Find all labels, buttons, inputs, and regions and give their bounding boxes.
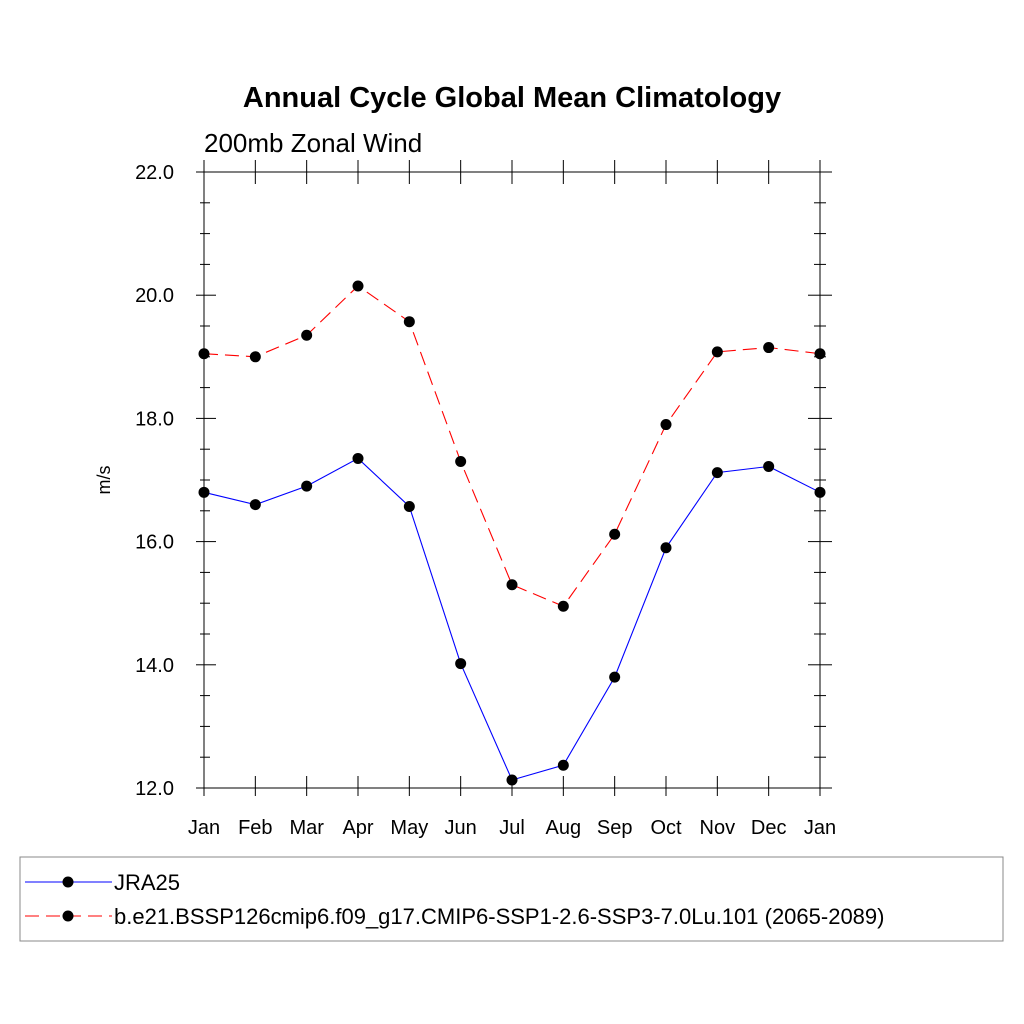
x-tick-label: May bbox=[390, 817, 428, 839]
x-tick-label: Oct bbox=[650, 817, 682, 839]
series-layer bbox=[198, 280, 826, 786]
x-tick-label: Dec bbox=[751, 817, 787, 839]
data-point bbox=[249, 499, 261, 511]
x-tick-label: Apr bbox=[342, 817, 373, 839]
x-tick-label: Jul bbox=[499, 817, 525, 839]
data-point bbox=[506, 774, 518, 786]
data-point bbox=[763, 342, 775, 354]
data-point bbox=[814, 486, 826, 498]
axes: Jan Feb Mar Apr May Jun Jul Aug Sep Oct Nov Dec Jan 1… bbox=[135, 160, 836, 839]
data-point bbox=[609, 528, 621, 540]
data-point bbox=[711, 346, 723, 358]
x-tick-label: Jan bbox=[188, 817, 220, 839]
data-point bbox=[814, 348, 826, 360]
legend-label: b.e21.BSSP126cmip6.f09_g17.CMIP6-SSP1-2.… bbox=[114, 904, 884, 929]
data-point bbox=[301, 480, 313, 492]
x-tick-label: Jun bbox=[445, 817, 477, 839]
data-point bbox=[455, 456, 467, 468]
data-point bbox=[403, 500, 415, 512]
x-tick-label: Mar bbox=[289, 817, 324, 839]
legend-box bbox=[19, 856, 1004, 942]
legend: JRA25 b.e21.BSSP126cmip6.f09_g17.CMIP6-SS… bbox=[25, 870, 884, 929]
data-point bbox=[506, 579, 518, 591]
data-point bbox=[455, 658, 467, 670]
legend-marker bbox=[62, 910, 74, 922]
data-point bbox=[352, 452, 364, 464]
x-tick-label: Nov bbox=[700, 817, 736, 839]
plot-frame bbox=[203, 171, 821, 789]
data-point bbox=[403, 316, 415, 328]
data-point bbox=[711, 467, 723, 479]
x-tick-label: Jan bbox=[804, 817, 836, 839]
x-tick-label: Sep bbox=[597, 817, 633, 839]
x-tick-label: Aug bbox=[546, 817, 582, 839]
chart-title: Annual Cycle Global Mean Climatology bbox=[243, 82, 781, 114]
y-tick-label: 16.0 bbox=[135, 532, 174, 554]
data-point bbox=[249, 351, 261, 363]
data-point bbox=[198, 348, 210, 360]
data-point bbox=[763, 460, 775, 472]
y-tick-label: 14.0 bbox=[135, 655, 174, 677]
legend-marker bbox=[62, 876, 74, 888]
data-point bbox=[609, 671, 621, 683]
y-tick-label: 22.0 bbox=[135, 162, 174, 184]
x-tick-label: Feb bbox=[238, 817, 272, 839]
y-axis-label: m/s bbox=[94, 466, 114, 495]
data-point bbox=[352, 280, 364, 292]
y-tick-label: 12.0 bbox=[135, 778, 174, 800]
data-point bbox=[198, 486, 210, 498]
series-line-0 bbox=[203, 457, 821, 781]
series-line-1 bbox=[203, 285, 821, 607]
data-point bbox=[557, 759, 569, 771]
y-tick-label: 18.0 bbox=[135, 408, 174, 430]
data-point bbox=[301, 329, 313, 341]
y-tick-label: 20.0 bbox=[135, 285, 174, 307]
data-point bbox=[660, 542, 672, 554]
data-point bbox=[557, 600, 569, 612]
chart-subtitle: 200mb Zonal Wind bbox=[204, 128, 422, 158]
data-point bbox=[660, 419, 672, 431]
legend-label: JRA25 bbox=[114, 870, 180, 895]
